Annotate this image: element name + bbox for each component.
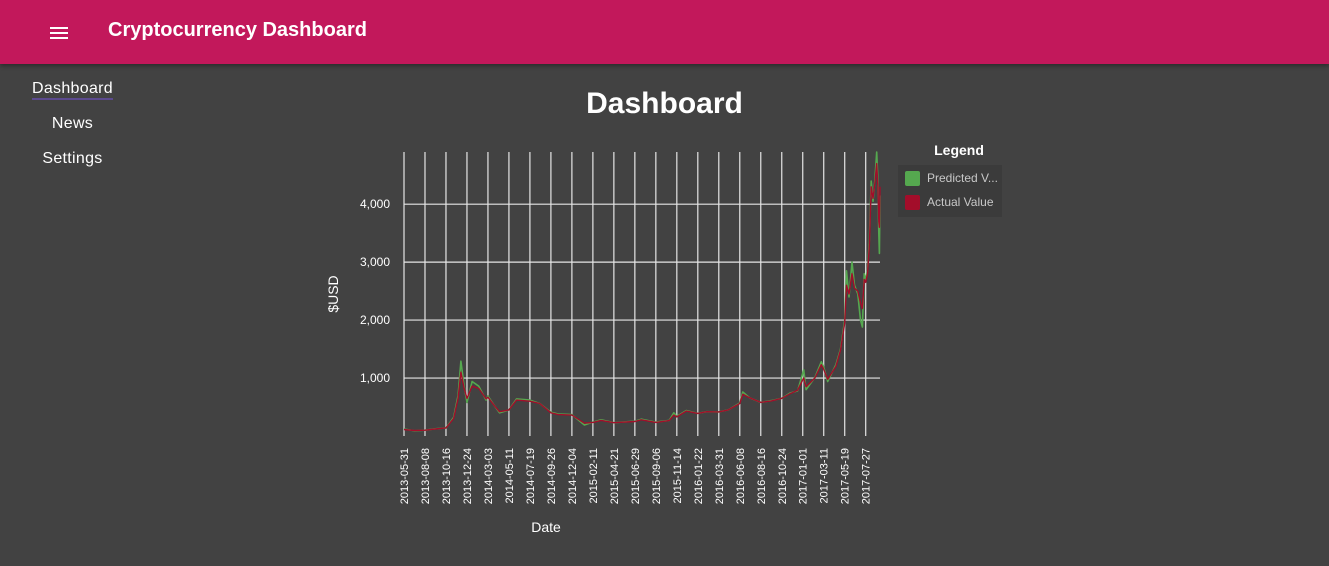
series-line-actual [403, 162, 881, 432]
top-toolbar: Cryptocurrency Dashboard [0, 0, 1329, 64]
nav-item-settings[interactable]: Settings [0, 150, 145, 168]
legend-title: Legend [934, 142, 984, 158]
app-title: Cryptocurrency Dashboard [108, 19, 367, 41]
x-tick-label: 2013-10-16 [441, 448, 453, 504]
legend-item-predicted[interactable]: Predicted V... [905, 171, 1001, 187]
x-tick-label: 2016-10-24 [777, 448, 789, 504]
legend-swatch-actual [905, 195, 920, 210]
x-tick-label: 2017-03-11 [819, 448, 831, 503]
legend-label-actual: Actual Value [927, 195, 994, 209]
x-tick-label: 2015-09-06 [651, 448, 663, 504]
legend-item-actual[interactable]: Actual Value [905, 195, 1001, 211]
nav-item-label: News [51, 115, 94, 132]
nav-item-dashboard[interactable]: Dashboard [0, 80, 145, 100]
y-tick-label: 1,000 [360, 371, 390, 385]
x-tick-label: 2013-05-31 [399, 448, 411, 504]
nav-item-label: Dashboard [32, 80, 113, 100]
x-tick-label: 2017-05-19 [840, 448, 852, 504]
x-tick-label: 2014-12-04 [567, 448, 579, 504]
x-tick-label: 2015-11-14 [672, 448, 684, 503]
legend-swatch-predicted [905, 171, 920, 186]
x-axis-label: Date [531, 519, 561, 535]
x-tick-label: 2013-08-08 [420, 448, 432, 504]
x-tick-label: 2015-06-29 [630, 448, 642, 504]
page-title: Dashboard [586, 87, 743, 120]
x-tick-label: 2017-07-27 [861, 448, 873, 504]
y-tick-label: 4,000 [360, 197, 390, 211]
nav-item-news[interactable]: News [0, 115, 145, 133]
x-tick-label: 2016-03-31 [714, 448, 726, 504]
x-tick-label: 2016-01-22 [693, 448, 705, 504]
x-tick-label: 2013-12-24 [462, 448, 474, 504]
y-tick-label: 3,000 [360, 255, 390, 269]
x-tick-label: 2015-02-11 [588, 448, 600, 503]
x-tick-label: 2015-04-21 [609, 448, 621, 504]
menu-button[interactable] [41, 15, 77, 51]
x-tick-label: 2014-09-26 [546, 448, 558, 504]
y-axis-label: $USD [325, 275, 341, 312]
nav-item-label: Settings [42, 150, 103, 167]
series-line-predicted [403, 151, 881, 432]
side-nav: Dashboard News Settings [0, 64, 145, 566]
x-tick-label: 2014-07-19 [525, 448, 537, 504]
x-tick-label: 2017-01-01 [798, 448, 810, 504]
y-tick-label: 2,000 [360, 313, 390, 327]
x-tick-label: 2014-05-11 [504, 448, 516, 503]
x-tick-label: 2014-03-03 [483, 448, 495, 504]
x-tick-label: 2016-08-16 [756, 448, 768, 504]
x-tick-label: 2016-06-08 [735, 448, 747, 504]
legend-label-predicted: Predicted V... [927, 171, 998, 185]
